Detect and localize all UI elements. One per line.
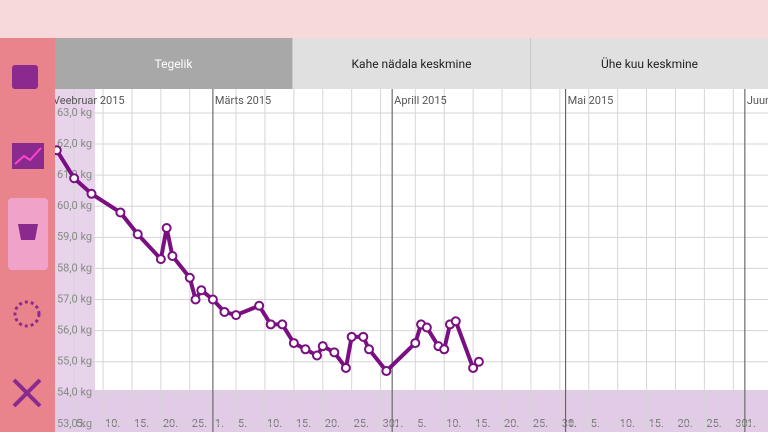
weight-point xyxy=(317,341,328,352)
x-day-label: 10. xyxy=(446,417,461,430)
weight-point xyxy=(410,338,421,349)
x-day-label: 20. xyxy=(325,417,340,430)
weight-point xyxy=(155,254,166,265)
x-month-label: Aprill 2015 xyxy=(394,94,447,107)
x-day-label: 25. xyxy=(533,417,548,430)
weight-point xyxy=(277,319,288,330)
x-day-label: 20. xyxy=(504,417,519,430)
weight-point xyxy=(358,331,369,342)
low-band xyxy=(55,390,768,432)
y-tick-label: 59,0 kg xyxy=(57,230,92,243)
weight-point xyxy=(340,362,351,373)
x-day-label: 1. xyxy=(747,417,756,430)
x-day-label: 15. xyxy=(296,417,311,430)
weight-point xyxy=(219,306,230,317)
y-tick-label: 55,0 kg xyxy=(57,355,92,368)
weight-point xyxy=(311,350,322,361)
x-day-label: 10. xyxy=(620,417,635,430)
x-day-label: 1. xyxy=(215,417,224,430)
weight-point xyxy=(346,331,357,342)
weight-point xyxy=(184,272,195,283)
weight-point xyxy=(161,223,172,234)
weight-point xyxy=(439,344,450,355)
x-day-label: 5. xyxy=(238,417,247,430)
y-tick-label: 58,0 kg xyxy=(57,261,92,274)
tab[interactable]: Ühe kuu keskmine xyxy=(530,38,768,89)
x-day-label: 15. xyxy=(649,417,664,430)
tab-bar: Tegelik Kahe nädala keskmine Ühe kuu kes… xyxy=(55,38,768,89)
x-month-label: Veebruar 2015 xyxy=(53,94,125,107)
weight-point xyxy=(196,285,207,296)
x-day-label: 15. xyxy=(134,417,149,430)
status-bar xyxy=(0,0,768,38)
weight-point xyxy=(450,316,461,327)
x-month-label: Mai 2015 xyxy=(568,94,614,107)
x-day-label: 15. xyxy=(475,417,490,430)
sidebar-icons xyxy=(8,65,48,408)
weight-point xyxy=(254,300,265,311)
x-day-label: 5. xyxy=(417,417,426,430)
chart-icon[interactable] xyxy=(12,143,44,169)
x-day-label: 25. xyxy=(192,417,207,430)
x-day-label: 5. xyxy=(591,417,600,430)
sidebar xyxy=(0,38,55,432)
weight-point xyxy=(329,347,340,358)
weight-point xyxy=(473,356,484,367)
x-day-label: 1. xyxy=(394,417,403,430)
weight-point xyxy=(421,322,432,333)
tab[interactable]: Kahe nädala keskmine xyxy=(292,38,530,89)
tab[interactable]: Tegelik xyxy=(55,38,292,89)
weight-point xyxy=(132,229,143,240)
weight-point xyxy=(207,294,218,305)
y-tick-label: 60,0 kg xyxy=(57,199,92,212)
y-tick-label: 63,0 kg xyxy=(57,106,92,119)
weight-point xyxy=(69,173,80,184)
x-month-label: Juuni 2015 xyxy=(747,94,768,107)
y-tick-label: 62,0 kg xyxy=(57,137,92,150)
weight-point xyxy=(190,294,201,305)
calendar-icon[interactable] xyxy=(12,65,38,89)
x-day-label: 10. xyxy=(267,417,282,430)
x-day-label: 5. xyxy=(76,417,85,430)
target-strip xyxy=(55,89,95,390)
weight-point xyxy=(167,250,178,261)
y-tick-label: 54,0 kg xyxy=(57,386,92,399)
x-day-label: 20. xyxy=(163,417,178,430)
x-day-label: 10. xyxy=(105,417,120,430)
weight-point xyxy=(288,338,299,349)
x-day-label: 25. xyxy=(354,417,369,430)
y-tick-label: 57,0 kg xyxy=(57,292,92,305)
weight-point xyxy=(265,319,276,330)
y-tick-label: 56,0 kg xyxy=(57,324,92,337)
x-day-label: 1. xyxy=(568,417,577,430)
tools-icon[interactable] xyxy=(12,378,42,408)
x-day-label: 25. xyxy=(706,417,721,430)
weight-point xyxy=(300,344,311,355)
weight-point xyxy=(381,366,392,377)
weight-point xyxy=(468,362,479,373)
weight-point xyxy=(364,344,375,355)
weight-point xyxy=(115,207,126,218)
x-day-label: 30. xyxy=(383,417,398,430)
x-day-label: 20. xyxy=(677,417,692,430)
pro-icon[interactable] xyxy=(13,300,41,328)
y-tick-label: 53,0 kg xyxy=(57,417,92,430)
x-day-label: 30. xyxy=(735,417,750,430)
x-month-label: Märts 2015 xyxy=(215,94,271,107)
weight-point xyxy=(231,310,242,321)
weight-point xyxy=(86,188,97,199)
